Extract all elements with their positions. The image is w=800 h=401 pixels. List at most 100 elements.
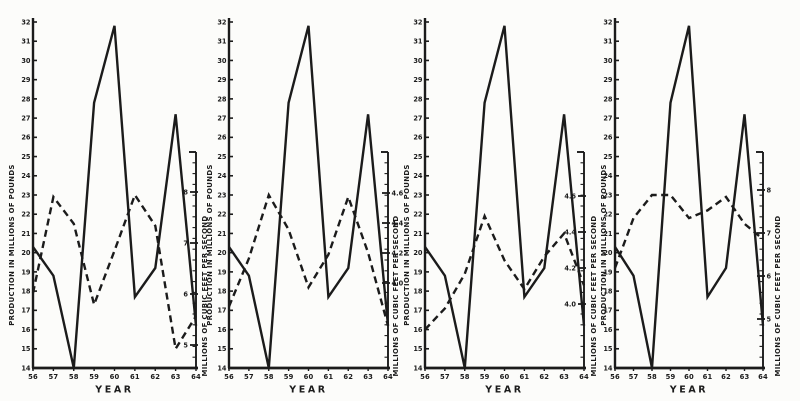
streamflow-dashed-line (31, 192, 198, 353)
year-label: 60 (500, 373, 510, 381)
left-tick-label: 20 (21, 249, 31, 257)
left-tick-label: 23 (21, 191, 31, 199)
year-label: 56 (420, 373, 430, 381)
year-label: 57 (244, 373, 254, 381)
left-tick-label: 27 (603, 115, 613, 123)
production-solid-line (613, 25, 765, 369)
left-axis-title: PRODUCTION IN MILLIONS OF POUNDS (403, 164, 411, 325)
left-tick-label: 28 (217, 95, 227, 103)
left-tick-label: 17 (413, 307, 423, 315)
left-tick-label: 26 (413, 134, 423, 142)
year-label: 57 (48, 373, 58, 381)
year-label: 63 (559, 373, 569, 381)
left-tick-label: 29 (603, 76, 613, 84)
year-label: 61 (703, 373, 713, 381)
left-tick-label: 20 (217, 249, 227, 257)
x-axis-title: YEAR (288, 385, 327, 396)
left-tick-label: 24 (217, 172, 227, 180)
year-label: 64 (758, 373, 768, 381)
left-tick-label: 28 (603, 95, 613, 103)
left-tick-label: 27 (21, 115, 31, 123)
right-tick-label: 8 (767, 186, 772, 194)
left-tick-label: 19 (603, 268, 613, 276)
production-solid-line (228, 25, 390, 369)
right-tick-label: 4.6 (392, 189, 404, 197)
right-axis-title: MILLIONS OF CUBIC FEET PER SECOND (590, 216, 598, 377)
left-tick-label: 29 (21, 76, 31, 84)
right-tick-label: 4.2 (564, 264, 576, 272)
left-tick-label: 18 (413, 288, 423, 296)
left-tick-label: 14 (413, 364, 423, 372)
year-label: 58 (460, 373, 470, 381)
right-tick-label: 4.2 (392, 249, 404, 257)
left-tick-label: 30 (21, 57, 31, 65)
left-tick-label: 31 (603, 38, 613, 46)
left-tick-label: 18 (217, 288, 227, 296)
year-label: 63 (363, 373, 373, 381)
left-tick-label: 25 (603, 153, 613, 161)
left-tick-label: 21 (413, 230, 423, 238)
left-tick-label: 14 (21, 364, 31, 372)
left-tick-label: 24 (603, 172, 613, 180)
left-axis-title: PRODUCTION IN MILLIONS OF POUNDS (600, 164, 608, 325)
year-label: 60 (684, 373, 694, 381)
left-tick-label: 21 (217, 230, 227, 238)
left-tick-label: 18 (21, 288, 31, 296)
year-label: 58 (264, 373, 274, 381)
left-tick-label: 28 (413, 95, 423, 103)
left-tick-label: 19 (21, 268, 31, 276)
year-label: 62 (539, 373, 549, 381)
right-tick-label: 6 (183, 290, 188, 298)
panel-1: 32 31 30 29 28 27 26 25 24 23 22 21 20 19 18 17 16 15 14 8 7… (8, 18, 209, 396)
left-tick-label: 20 (603, 249, 613, 257)
left-axis-title: PRODUCTION IN MILLIONS OF POUNDS (8, 164, 16, 325)
right-tick-label: 4.4 (564, 228, 576, 236)
year-label: 57 (629, 373, 639, 381)
left-tick-label: 23 (603, 191, 613, 199)
left-tick-label: 19 (217, 268, 227, 276)
left-tick-label: 26 (21, 134, 31, 142)
left-tick-label: 29 (413, 76, 423, 84)
left-tick-label: 26 (217, 134, 227, 142)
left-tick-label: 25 (21, 153, 31, 161)
left-tick-label: 32 (603, 18, 613, 26)
panel-4: 32 31 30 29 28 27 26 25 24 23 22 21 20 19 18 17 16 15 14 8 7… (600, 18, 782, 396)
left-tick-label: 22 (21, 211, 31, 219)
left-tick-label: 14 (217, 364, 227, 372)
year-label: 64 (579, 373, 589, 381)
right-tick-label: 5 (767, 315, 772, 323)
year-label: 62 (721, 373, 731, 381)
left-tick-label: 24 (413, 172, 423, 180)
left-tick-label: 15 (217, 345, 227, 353)
left-tick-label: 31 (217, 38, 227, 46)
right-tick-label: 8 (183, 188, 188, 196)
year-label: 59 (89, 373, 99, 381)
year-label: 59 (284, 373, 294, 381)
year-label: 61 (323, 373, 333, 381)
right-tick-label: 7 (183, 239, 188, 247)
year-label: 62 (150, 373, 160, 381)
left-tick-label: 28 (21, 95, 31, 103)
left-tick-label: 26 (603, 134, 613, 142)
year-label: 61 (130, 373, 140, 381)
right-tick-label: 7 (767, 229, 772, 237)
left-tick-label: 16 (21, 326, 31, 334)
left-tick-label: 27 (217, 115, 227, 123)
year-label: 59 (480, 373, 490, 381)
left-tick-label: 27 (413, 115, 423, 123)
year-label: 60 (304, 373, 314, 381)
right-tick-label: 4.0 (564, 300, 576, 308)
left-tick-label: 25 (413, 153, 423, 161)
left-tick-label: 17 (21, 307, 31, 315)
year-label: 60 (110, 373, 120, 381)
streamflow-dashed-line (227, 192, 390, 327)
x-axis-title: YEAR (94, 385, 133, 396)
left-tick-label: 32 (21, 18, 31, 26)
streamflow-dashed-line (613, 193, 764, 269)
year-label: 58 (647, 373, 657, 381)
production-solid-line (424, 25, 586, 369)
left-tick-label: 23 (413, 191, 423, 199)
left-tick-label: 30 (603, 57, 613, 65)
